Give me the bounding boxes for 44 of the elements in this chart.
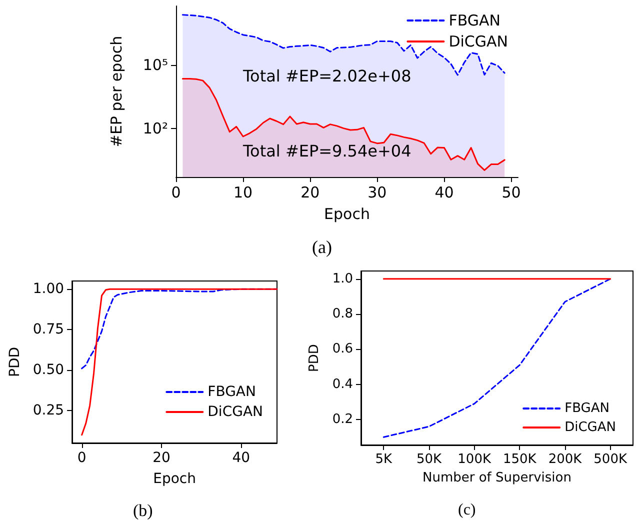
x-tick-label: 150K (502, 452, 537, 467)
legend-label: DiCGAN (564, 420, 616, 435)
x-tick-label: 30 (368, 184, 387, 202)
y-tick-label: 0.6 (332, 342, 353, 357)
x-tick-label: 50 (502, 184, 521, 202)
x-tick-label: 40 (434, 184, 454, 202)
y-tick-label: 0.75 (32, 322, 64, 338)
legend-label: FBGAN (564, 401, 610, 416)
annotation: Total #EP=9.54e+04 (242, 142, 412, 160)
y-tick-label: 10⁵ (142, 56, 168, 74)
x-tick-label: 500K (594, 452, 628, 467)
legend-label: FBGAN (448, 12, 500, 30)
x-axis-title: Number of Supervision (422, 470, 572, 486)
x-tick-label: 10 (234, 184, 253, 202)
legend-label: DiCGAN (208, 404, 263, 420)
y-tick-label: 0.50 (32, 362, 64, 378)
y-axis-title: #EP per epoch (108, 36, 126, 148)
x-axis-title: Epoch (324, 205, 370, 223)
x-tick-label: 0 (77, 450, 86, 466)
y-tick-label: 1.00 (32, 281, 64, 298)
x-tick-label: 40 (232, 450, 250, 466)
text: (b) (133, 501, 153, 520)
x-tick-label: 100K (458, 452, 492, 467)
y-tick-label: 0.8 (332, 306, 353, 322)
y-axis-title: PDD (7, 346, 23, 378)
x-tick-label: 20 (300, 184, 320, 202)
x-tick-label: 5K (375, 452, 393, 467)
x-axis-title: Epoch (153, 471, 196, 487)
x-tick-label: 50K (416, 452, 442, 467)
annotation: Total #EP=2.02e+08 (242, 66, 412, 86)
legend-label: FBGAN (208, 384, 256, 400)
text: (a) (312, 237, 332, 257)
y-tick-label: 0.4 (332, 376, 353, 392)
x-tick-label: 0 (171, 184, 181, 202)
y-tick-label: 0.25 (32, 402, 64, 419)
line-series (81, 288, 278, 436)
y-tick-label: 0.2 (332, 412, 353, 428)
x-tick-label: 20 (152, 450, 170, 466)
y-axis-title: PDD (307, 344, 322, 372)
legend-label: DiCGAN (448, 32, 508, 50)
text: (c) (458, 502, 476, 518)
x-tick-label: 200K (548, 452, 582, 467)
y-tick-label: 10² (142, 119, 168, 138)
y-tick-label: 1.0 (332, 271, 353, 286)
